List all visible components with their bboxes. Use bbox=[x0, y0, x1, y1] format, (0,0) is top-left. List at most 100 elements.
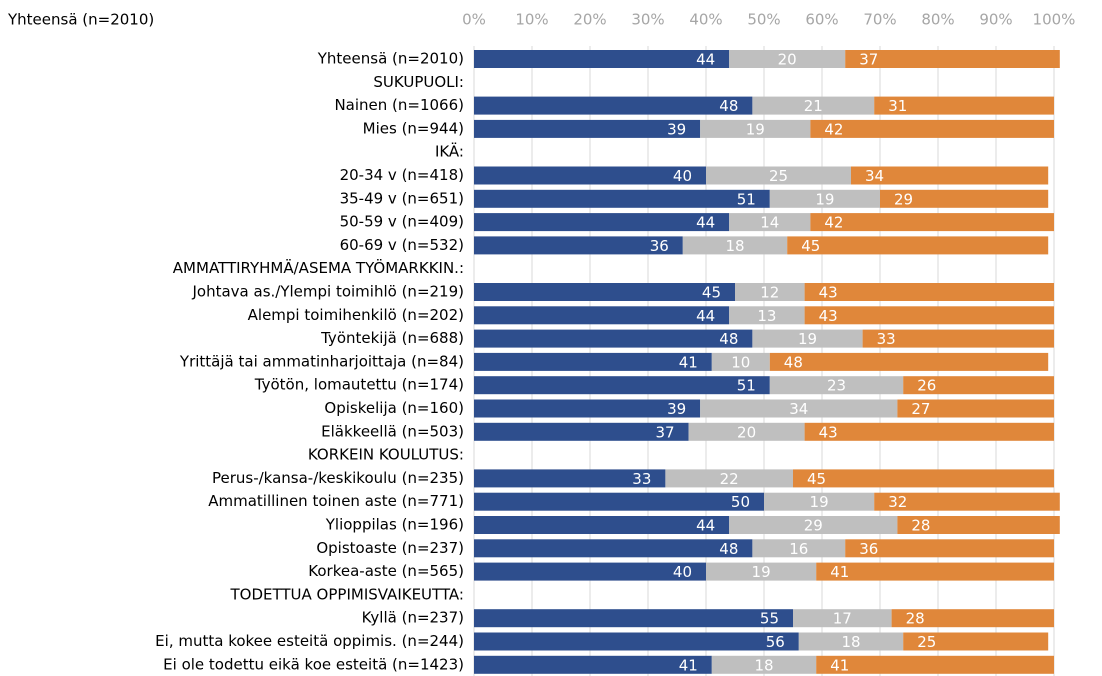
x-tick-label: 50% bbox=[747, 11, 780, 29]
data-label: 20 bbox=[737, 423, 756, 441]
data-label: 44 bbox=[696, 517, 715, 535]
data-label: 41 bbox=[830, 563, 849, 581]
data-label: 33 bbox=[877, 330, 896, 348]
bar-segment bbox=[810, 213, 1054, 232]
bar-segment bbox=[474, 562, 706, 581]
bar-segment bbox=[862, 329, 1054, 348]
bar-segment bbox=[903, 376, 1054, 395]
bar-segment bbox=[752, 329, 863, 348]
bar-segment bbox=[474, 492, 764, 511]
data-label: 13 bbox=[757, 307, 776, 325]
bar-segment bbox=[897, 516, 1060, 534]
data-label: 48 bbox=[719, 97, 738, 115]
bar-segment bbox=[474, 609, 793, 628]
data-label: 17 bbox=[833, 610, 852, 628]
data-label: 37 bbox=[859, 51, 878, 69]
x-tick-label: 30% bbox=[631, 11, 664, 29]
data-label: 42 bbox=[824, 120, 843, 138]
data-label: 48 bbox=[719, 540, 738, 558]
data-label: 42 bbox=[824, 214, 843, 232]
bar-segment bbox=[682, 236, 788, 255]
data-label: 40 bbox=[673, 167, 692, 185]
bar-segment bbox=[752, 96, 875, 115]
data-label: 44 bbox=[696, 307, 715, 325]
data-label: 36 bbox=[859, 540, 878, 558]
bar-segment bbox=[474, 376, 770, 395]
data-label: 28 bbox=[906, 610, 925, 628]
data-label: 19 bbox=[810, 493, 829, 511]
data-label: 16 bbox=[789, 540, 808, 558]
bar-segment bbox=[700, 119, 811, 138]
bar-segment bbox=[729, 516, 898, 534]
bar-segment bbox=[804, 306, 1054, 325]
data-label: 29 bbox=[894, 190, 913, 208]
data-label: 50 bbox=[731, 493, 750, 511]
bar-segment bbox=[816, 655, 1054, 674]
bar-segment bbox=[474, 189, 770, 208]
data-label: 45 bbox=[702, 284, 721, 302]
bar-segment bbox=[787, 236, 1049, 255]
data-label: 18 bbox=[841, 633, 860, 651]
data-label: 31 bbox=[888, 97, 907, 115]
category-label: Yhteensä (n=2010) bbox=[317, 50, 464, 68]
bar-segment bbox=[474, 50, 730, 68]
data-label: 48 bbox=[719, 330, 738, 348]
data-label: 48 bbox=[784, 353, 803, 371]
data-label: 39 bbox=[667, 120, 686, 138]
data-label: 29 bbox=[804, 517, 823, 535]
data-label: 43 bbox=[819, 284, 838, 302]
x-tick-label: 80% bbox=[921, 11, 954, 29]
category-label: SUKUPUOLI: bbox=[373, 73, 464, 91]
bar-segment bbox=[903, 632, 1049, 651]
bar-segment bbox=[769, 352, 1049, 371]
data-label: 41 bbox=[679, 353, 698, 371]
data-label: 25 bbox=[769, 167, 788, 185]
bar-segment bbox=[874, 96, 1054, 115]
x-tick-label: 40% bbox=[689, 11, 722, 29]
data-label: 18 bbox=[725, 237, 744, 255]
data-label: 34 bbox=[865, 167, 884, 185]
category-label: 50-59 v (n=409) bbox=[340, 213, 464, 231]
x-tick-label: 90% bbox=[979, 11, 1012, 29]
bar-segment bbox=[851, 166, 1049, 185]
data-label: 40 bbox=[673, 563, 692, 581]
category-label: Mies (n=944) bbox=[363, 119, 464, 137]
data-label: 44 bbox=[696, 51, 715, 69]
bar-segment bbox=[474, 469, 666, 488]
category-label: Korkea-aste (n=565) bbox=[308, 562, 464, 580]
category-label: IKÄ: bbox=[435, 142, 464, 161]
category-label: Alempi toimihenkilö (n=202) bbox=[248, 306, 464, 324]
bar-segment bbox=[793, 609, 892, 628]
x-tick-label: 10% bbox=[515, 11, 548, 29]
bar-segment bbox=[880, 189, 1049, 208]
category-label: Ylioppilas (n=196) bbox=[325, 516, 464, 534]
data-label: 28 bbox=[911, 517, 930, 535]
data-label: 36 bbox=[650, 237, 669, 255]
chart-title: Yhteensä (n=2010) bbox=[7, 11, 154, 29]
x-tick-label: 100% bbox=[1033, 11, 1076, 29]
bar-segment bbox=[711, 352, 770, 371]
category-label: KORKEIN KOULUTUS: bbox=[308, 446, 464, 464]
category-label: 35-49 v (n=651) bbox=[340, 189, 464, 207]
data-label: 45 bbox=[807, 470, 826, 488]
bar-segment bbox=[706, 562, 817, 581]
bar-segment bbox=[474, 213, 730, 232]
bar-segment bbox=[711, 655, 817, 674]
bar-segment bbox=[752, 539, 846, 558]
bar-segment bbox=[804, 422, 1054, 441]
category-label: AMMATTIRYHMÄ/ASEMA TYÖMARKKIN.: bbox=[173, 258, 464, 277]
bar-segment bbox=[474, 422, 689, 441]
bar-segment bbox=[798, 632, 904, 651]
data-label: 43 bbox=[819, 307, 838, 325]
category-label: Kyllä (n=237) bbox=[362, 609, 464, 627]
bar-segment bbox=[474, 329, 753, 348]
bar-segment bbox=[845, 539, 1054, 558]
x-tick-label: 70% bbox=[863, 11, 896, 29]
category-label: TODETTUA OPPIMISVAIKEUTTA: bbox=[229, 585, 464, 603]
bar-segment bbox=[474, 399, 701, 418]
bar-segment bbox=[474, 119, 701, 138]
data-label: 19 bbox=[752, 563, 771, 581]
bar-segment bbox=[897, 399, 1054, 418]
category-label: Ei ole todettu eikä koe esteitä (n=1423) bbox=[163, 655, 464, 673]
